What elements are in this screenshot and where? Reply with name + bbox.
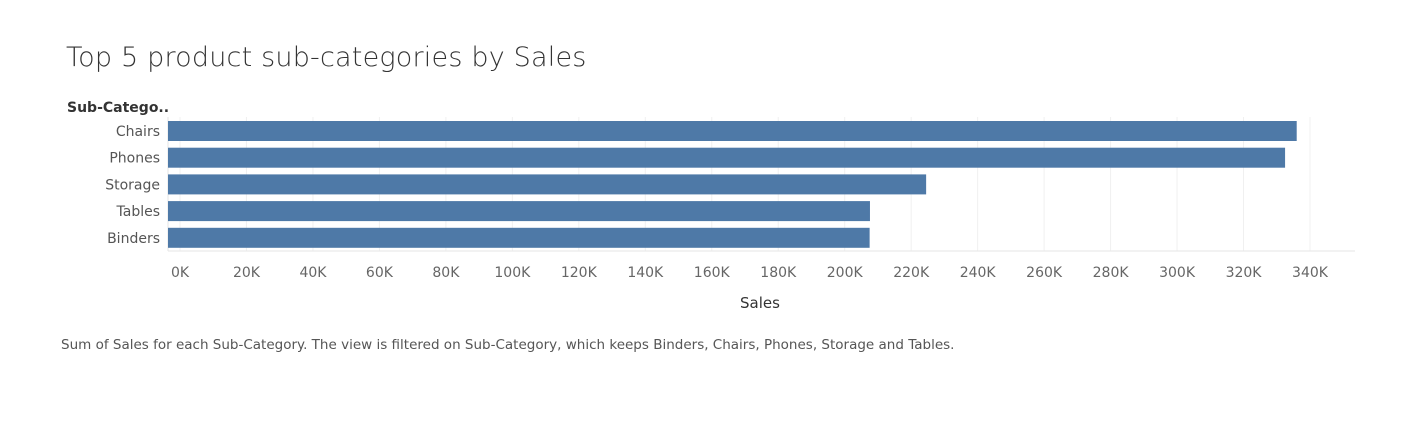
x-tick-label: 240K [960, 265, 997, 281]
category-labels: Chairs Phones Storage Tables Binders [105, 124, 160, 247]
category-label-binders: Binders [107, 231, 160, 247]
x-tick-label: 300K [1159, 265, 1196, 281]
category-label-phones: Phones [109, 151, 160, 167]
row-header: Sub-Catego.. [67, 100, 169, 116]
x-tick-label: 120K [561, 265, 598, 281]
x-axis-title: Sales [740, 294, 780, 312]
x-tick-label: 180K [760, 265, 797, 281]
x-tick-label: 0K [171, 265, 190, 281]
chart-title: Top 5 product sub-categories by Sales [66, 42, 587, 73]
bar-binders[interactable] [168, 227, 870, 248]
bar-chairs[interactable] [168, 121, 1297, 141]
category-label-chairs: Chairs [116, 124, 160, 140]
sales-bar-chart[interactable]: Chairs Phones Storage Tables Binders 0K 20K 40… [0, 0, 1407, 330]
bar-storage[interactable] [168, 174, 927, 195]
x-tick-label: 80K [432, 265, 460, 281]
x-tick-label: 20K [233, 265, 261, 281]
x-tick-label: 160K [694, 265, 731, 281]
bar-phones[interactable] [168, 147, 1286, 168]
x-tick-label: 220K [893, 265, 930, 281]
category-label-tables: Tables [116, 204, 161, 220]
bars[interactable] [168, 121, 1297, 248]
x-tick-label: 320K [1226, 265, 1263, 281]
chart-caption: Sum of Sales for each Sub-Category. The … [61, 337, 955, 353]
x-tick-label: 280K [1093, 265, 1130, 281]
x-axis-ticks: 0K 20K 40K 60K 80K 100K 120K 140K 160K 180K 200K 22… [171, 265, 1329, 281]
bar-tables[interactable] [168, 201, 870, 222]
x-tick-label: 140K [627, 265, 664, 281]
x-tick-label: 340K [1292, 265, 1329, 281]
x-tick-label: 40K [299, 265, 327, 281]
category-label-storage: Storage [105, 177, 160, 193]
x-tick-label: 260K [1026, 265, 1063, 281]
x-tick-label: 100K [494, 265, 531, 281]
x-tick-label: 60K [366, 265, 394, 281]
x-tick-label: 200K [827, 265, 864, 281]
